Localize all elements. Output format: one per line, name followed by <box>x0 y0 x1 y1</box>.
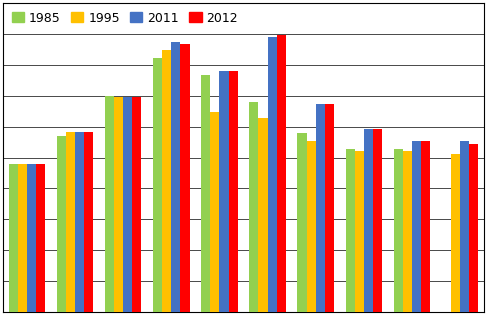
Bar <box>316 104 325 312</box>
Bar <box>373 129 382 312</box>
Bar <box>249 102 259 312</box>
Bar <box>421 141 431 312</box>
Bar <box>460 141 469 312</box>
Bar <box>123 97 132 312</box>
Bar <box>9 164 18 312</box>
Bar <box>36 164 45 312</box>
Bar <box>393 149 403 312</box>
Bar <box>66 131 75 312</box>
Bar <box>355 151 364 312</box>
Bar <box>403 151 412 312</box>
Bar <box>105 96 114 312</box>
Legend: 1985, 1995, 2011, 2012: 1985, 1995, 2011, 2012 <box>9 9 241 27</box>
Bar <box>27 164 36 312</box>
Bar <box>114 97 123 312</box>
Bar <box>277 35 286 312</box>
Bar <box>307 141 316 312</box>
Bar <box>18 164 27 312</box>
Bar <box>346 149 355 312</box>
Bar <box>56 136 66 312</box>
Bar <box>201 75 210 312</box>
Bar <box>75 131 84 312</box>
Bar <box>84 131 94 312</box>
Bar <box>298 133 307 312</box>
Bar <box>412 141 421 312</box>
Bar <box>267 37 277 312</box>
Bar <box>451 154 460 312</box>
Bar <box>228 71 238 312</box>
Bar <box>469 144 478 312</box>
Bar <box>132 97 141 312</box>
Bar <box>210 112 220 312</box>
Bar <box>153 59 162 312</box>
Bar <box>364 129 373 312</box>
Bar <box>162 50 171 312</box>
Bar <box>325 104 334 312</box>
Bar <box>180 43 189 312</box>
Bar <box>171 43 180 312</box>
Bar <box>220 71 228 312</box>
Bar <box>259 118 267 312</box>
